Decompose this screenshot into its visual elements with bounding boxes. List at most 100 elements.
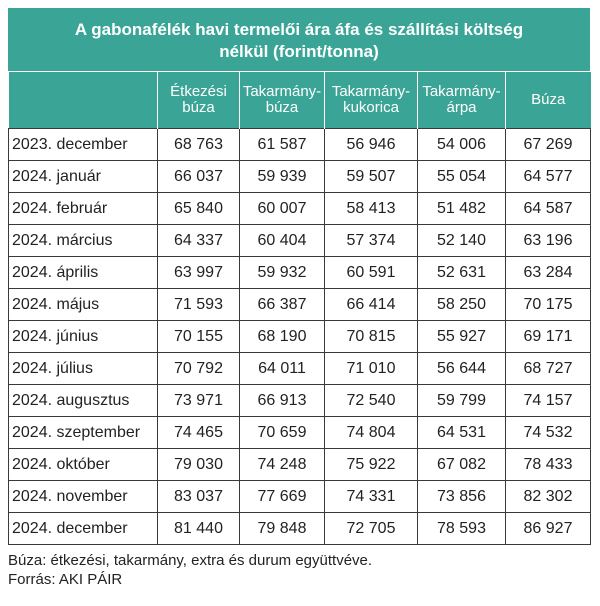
table-cell-price: 82 302	[505, 480, 591, 513]
table-cell-price: 74 532	[505, 416, 591, 449]
table-row: 2024. március 64 337 60 404 57 374 52 140 63 …	[8, 224, 591, 257]
header-cell-buza: Búza	[505, 72, 591, 129]
table-cell-price: 73 856	[417, 480, 506, 513]
table-cell-price: 70 155	[157, 320, 240, 353]
header-row: Étkezési búza Takarmány- búza Takarmány-…	[8, 72, 591, 129]
table-cell-price: 70 815	[324, 320, 418, 353]
row-label-month: 2023. december	[8, 128, 158, 161]
table-cell-price: 73 971	[157, 384, 240, 417]
table-cell-price: 64 011	[239, 352, 325, 385]
row-label-month: 2024. január	[8, 160, 158, 193]
row-label-month: 2024. szeptember	[8, 416, 158, 449]
table-cell-price: 59 507	[324, 160, 418, 193]
table-cell-price: 66 913	[239, 384, 325, 417]
table-cell-price: 75 922	[324, 448, 418, 481]
table-cell-price: 72 705	[324, 512, 418, 545]
table-cell-price: 86 927	[505, 512, 591, 545]
table-cell-price: 55 927	[417, 320, 506, 353]
table-row: 2024. február 65 840 60 007 58 413 51 482 64 …	[8, 192, 591, 225]
table-cell-price: 77 669	[239, 480, 325, 513]
price-table: Étkezési búza Takarmány- búza Takarmány-…	[8, 72, 591, 545]
header-cell-takarmany-kukorica: Takarmány- kukorica	[324, 72, 418, 129]
row-label-month: 2024. július	[8, 352, 158, 385]
table-cell-price: 60 404	[239, 224, 325, 257]
table-cell-price: 56 946	[324, 128, 418, 161]
header-cell-takarmany-arpa: Takarmány- árpa	[417, 72, 506, 129]
table-cell-price: 74 804	[324, 416, 418, 449]
table-title: A gabonafélék havi termelői ára áfa és s…	[8, 8, 590, 72]
table-notes: Búza: étkezési, takarmány, extra és duru…	[8, 551, 590, 589]
table-cell-price: 61 587	[239, 128, 325, 161]
price-table-container: A gabonafélék havi termelői ára áfa és s…	[8, 8, 591, 589]
table-cell-price: 74 465	[157, 416, 240, 449]
row-label-month: 2024. november	[8, 480, 158, 513]
source-note: Forrás: AKI PÁIR	[8, 571, 123, 588]
table-cell-price: 68 727	[505, 352, 591, 385]
table-cell-price: 59 932	[239, 256, 325, 289]
table-cell-price: 70 175	[505, 288, 591, 321]
table-row: 2024. október 79 030 74 248 75 922 67 082 78 …	[8, 448, 591, 481]
row-label-month: 2024. február	[8, 192, 158, 225]
table-cell-price: 59 799	[417, 384, 506, 417]
table-cell-price: 60 591	[324, 256, 418, 289]
table-cell-price: 63 196	[505, 224, 591, 257]
table-cell-price: 65 840	[157, 192, 240, 225]
table-cell-price: 78 593	[417, 512, 506, 545]
row-label-month: 2024. május	[8, 288, 158, 321]
table-cell-price: 67 082	[417, 448, 506, 481]
table-cell-price: 64 587	[505, 192, 591, 225]
table-cell-price: 68 190	[239, 320, 325, 353]
table-cell-price: 58 250	[417, 288, 506, 321]
table-cell-price: 51 482	[417, 192, 506, 225]
header-label-line2: kukorica	[343, 99, 399, 116]
table-cell-price: 56 644	[417, 352, 506, 385]
table-row: 2024. augusztus 73 971 66 913 72 540 59 799 7…	[8, 384, 591, 417]
table-row: 2024. november 83 037 77 669 74 331 73 856 82…	[8, 480, 591, 513]
row-label-month: 2024. december	[8, 512, 158, 545]
table-row: 2024. május 71 593 66 387 66 414 58 250 70 17…	[8, 288, 591, 321]
table-cell-price: 71 010	[324, 352, 418, 385]
header-cell-month	[8, 72, 158, 129]
table-title-line1: A gabonafélék havi termelői ára áfa és s…	[74, 20, 524, 39]
row-label-month: 2024. június	[8, 320, 158, 353]
header-label-line2: árpa	[446, 99, 477, 116]
row-label-month: 2024. március	[8, 224, 158, 257]
table-cell-price: 64 577	[505, 160, 591, 193]
table-cell-price: 55 054	[417, 160, 506, 193]
table-cell-price: 66 414	[324, 288, 418, 321]
table-row: 2024. december 81 440 79 848 72 705 78 593 86…	[8, 512, 591, 545]
header-label-line1: Étkezési	[170, 83, 227, 100]
table-cell-price: 70 792	[157, 352, 240, 385]
table-cell-price: 66 387	[239, 288, 325, 321]
table-cell-price: 69 171	[505, 320, 591, 353]
table-cell-price: 64 337	[157, 224, 240, 257]
table-cell-price: 74 331	[324, 480, 418, 513]
table-row: 2024. szeptember 74 465 70 659 74 804 64 531…	[8, 416, 591, 449]
table-cell-price: 79 030	[157, 448, 240, 481]
table-cell-price: 54 006	[417, 128, 506, 161]
row-label-month: 2024. április	[8, 256, 158, 289]
table-cell-price: 72 540	[324, 384, 418, 417]
table-cell-price: 74 157	[505, 384, 591, 417]
table-body: 2023. december 68 763 61 587 56 946 54 006 67…	[8, 128, 591, 545]
header-label-line1: Takarmány-	[242, 83, 322, 100]
table-title-line2: nélkül (forint/tonna)	[219, 42, 379, 61]
table-cell-price: 52 631	[417, 256, 506, 289]
table-cell-price: 58 413	[324, 192, 418, 225]
header-label-line1: Takarmány-	[422, 83, 501, 100]
table-cell-price: 81 440	[157, 512, 240, 545]
table-cell-price: 68 763	[157, 128, 240, 161]
header-label-line2: búza	[182, 99, 215, 116]
header-label-line1: Takarmány-	[331, 83, 411, 100]
table-cell-price: 78 433	[505, 448, 591, 481]
table-row: 2024. április 63 997 59 932 60 591 52 631 63 …	[8, 256, 591, 289]
table-cell-price: 83 037	[157, 480, 240, 513]
table-cell-price: 52 140	[417, 224, 506, 257]
row-label-month: 2024. augusztus	[8, 384, 158, 417]
table-cell-price: 79 848	[239, 512, 325, 545]
table-cell-price: 59 939	[239, 160, 325, 193]
table-cell-price: 66 037	[157, 160, 240, 193]
table-row: 2024. június 70 155 68 190 70 815 55 927 69 1…	[8, 320, 591, 353]
table-cell-price: 63 284	[505, 256, 591, 289]
table-row: 2024. január 66 037 59 939 59 507 55 054 64 5…	[8, 160, 591, 193]
